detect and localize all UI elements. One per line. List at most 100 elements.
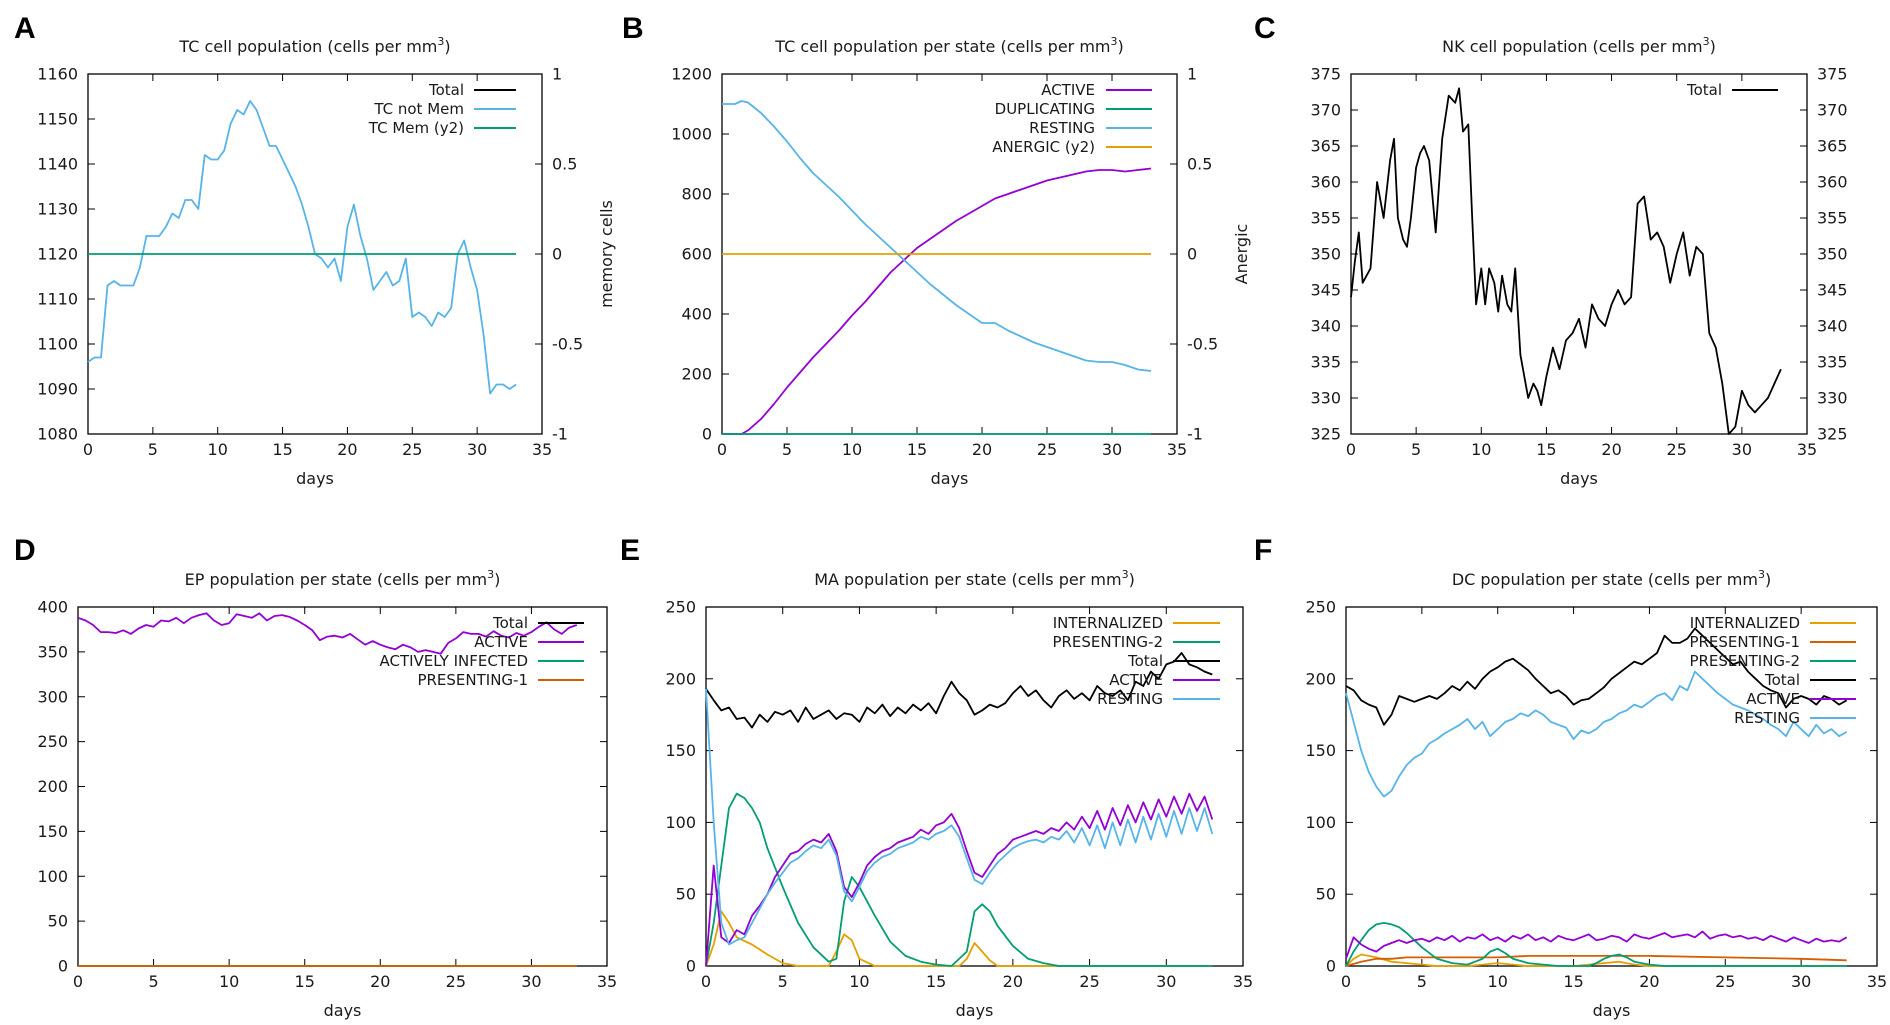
- series-line-internalized: [705, 910, 1213, 967]
- y-tick-label: 1000: [671, 125, 712, 144]
- x-tick-label: 25: [1715, 972, 1735, 991]
- y2-tick-label: 0: [1187, 245, 1197, 264]
- x-tick-label: 20: [1639, 972, 1659, 991]
- y-tick-label: 345: [1310, 281, 1341, 300]
- x-tick-label: 25: [402, 440, 422, 459]
- x-tick-label: 0: [83, 440, 93, 459]
- legend-label: PRESENTING-1: [417, 671, 528, 689]
- y-tick-label: 150: [37, 822, 68, 841]
- series-line-active: [705, 792, 1214, 967]
- y-tick-label: 400: [681, 305, 712, 324]
- legend-label: PRESENTING-1: [1689, 633, 1800, 651]
- y-tick-label: 50: [48, 912, 68, 931]
- x-tick-label: 35: [532, 440, 552, 459]
- y2-tick-label: 335: [1817, 353, 1848, 372]
- x-tick-label: 5: [782, 440, 792, 459]
- panel-a: ATC cell population (cells per mm3)0 5 10 1…: [14, 12, 616, 488]
- x-tick-label: 0: [701, 972, 711, 991]
- x-axis-label: days: [931, 469, 969, 488]
- x-axis-label: days: [324, 1001, 362, 1020]
- series-line-resting: [722, 100, 1152, 372]
- series-line-total: [1350, 87, 1782, 435]
- y-tick-label: 50: [676, 885, 696, 904]
- x-tick-label: 35: [597, 972, 617, 991]
- x-tick-label: 30: [1102, 440, 1122, 459]
- y2-tick-label: 375: [1817, 65, 1848, 84]
- x-tick-label: 20: [337, 440, 357, 459]
- y-tick-label: 1140: [37, 155, 78, 174]
- y2-tick-label: -0.5: [552, 335, 583, 354]
- x-tick-label: 0: [73, 972, 83, 991]
- legend-label: Total: [1764, 671, 1800, 689]
- series-line-presenting-1: [1345, 955, 1847, 967]
- panel-letter: E: [620, 534, 640, 567]
- x-axis-label: days: [1560, 469, 1598, 488]
- y-tick-label: 100: [1305, 813, 1336, 832]
- series-line-presenting-2: [1345, 922, 1847, 967]
- y-tick-label: 1200: [671, 65, 712, 84]
- x-tick-label: 0: [1341, 972, 1351, 991]
- x-tick-label: 35: [1867, 972, 1887, 991]
- y2-tick-label: 1: [552, 65, 562, 84]
- panel-f: F DC population per state (cells per mm3)…: [1254, 534, 1887, 1020]
- x-tick-label: 10: [208, 440, 228, 459]
- x-tick-label: 10: [849, 972, 869, 991]
- x-tick-label: 5: [1417, 972, 1427, 991]
- x-tick-label: 25: [1079, 972, 1099, 991]
- legend-label: RESTING: [1029, 119, 1095, 137]
- y2-tick-label: 1: [1187, 65, 1197, 84]
- legend-label: RESTING: [1097, 690, 1163, 708]
- y-tick-label: 600: [681, 245, 712, 264]
- x-tick-label: 15: [926, 972, 946, 991]
- legend-label: Total: [1127, 652, 1163, 670]
- y-tick-label: 200: [665, 669, 696, 688]
- chart-title: TC cell population per state (cells per …: [774, 35, 1124, 56]
- y-tick-label: 365: [1310, 137, 1341, 156]
- y-tick-label: 200: [37, 777, 68, 796]
- y2-tick-label: -1: [552, 425, 568, 444]
- y-tick-label: 400: [37, 598, 68, 617]
- y2-tick-label: 345: [1817, 281, 1848, 300]
- y-tick-label: 150: [1305, 741, 1336, 760]
- y2-tick-label: 355: [1817, 209, 1848, 228]
- chart-title: EP population per state (cells per mm3): [185, 568, 501, 589]
- x-tick-label: 35: [1233, 972, 1253, 991]
- y-tick-label: 0: [686, 957, 696, 976]
- series-line-active: [722, 167, 1152, 435]
- series-line-active: [77, 612, 578, 655]
- x-tick-label: 15: [1563, 972, 1583, 991]
- x-axis-label: days: [296, 469, 334, 488]
- y-tick-label: 200: [1305, 669, 1336, 688]
- legend-label: PRESENTING-2: [1052, 633, 1163, 651]
- legend-label: ACTIVE: [474, 633, 528, 651]
- y-tick-label: 370: [1310, 101, 1341, 120]
- legend-label: ACTIVELY INFECTED: [379, 652, 528, 670]
- y-tick-label: 150: [665, 741, 696, 760]
- y-tick-label: 1150: [37, 110, 78, 129]
- x-tick-label: 10: [1471, 440, 1491, 459]
- y-tick-label: 1120: [37, 245, 78, 264]
- x-tick-label: 30: [1791, 972, 1811, 991]
- x-tick-label: 30: [1732, 440, 1752, 459]
- x-tick-label: 35: [1167, 440, 1187, 459]
- x-tick-label: 10: [842, 440, 862, 459]
- y-tick-label: 350: [37, 642, 68, 661]
- panel-letter: B: [622, 12, 644, 45]
- x-tick-label: 35: [1797, 440, 1817, 459]
- chart-title: NK cell population (cells per mm3): [1442, 35, 1716, 56]
- series-line-total: [705, 652, 1213, 729]
- x-tick-label: 10: [1488, 972, 1508, 991]
- x-tick-label: 30: [521, 972, 541, 991]
- x-axis-label: days: [956, 1001, 994, 1020]
- panel-c: C NK cell population (cells per mm3) 0 5 10 1…: [1254, 12, 1848, 488]
- x-tick-label: 5: [1411, 440, 1421, 459]
- panel-d: D EP population per state (cells per mm3)…: [14, 534, 617, 1020]
- y2-axis-label: memory cells: [597, 200, 616, 308]
- x-axis-label: days: [1593, 1001, 1631, 1020]
- legend: INTERNALIZEDPRESENTING-1PRESENTING-2Tota…: [1689, 614, 1856, 727]
- y2-tick-label: 350: [1817, 245, 1848, 264]
- x-tick-label: 25: [1037, 440, 1057, 459]
